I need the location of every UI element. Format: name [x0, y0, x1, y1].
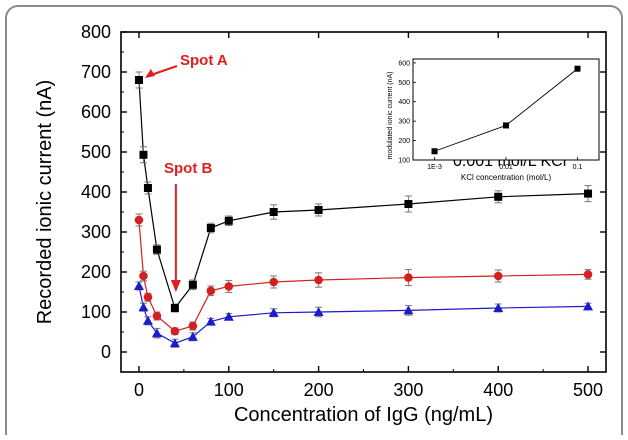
inset-y-tick-label: 400 [398, 99, 410, 106]
inset-x-tick-label: 0.1 [573, 164, 583, 171]
data-point [139, 272, 148, 281]
annotation-spot-a: Spot A [180, 52, 228, 69]
inset-data-point [503, 122, 509, 128]
data-point [207, 224, 215, 232]
data-point [404, 273, 413, 282]
data-point [584, 190, 592, 198]
data-point [494, 193, 502, 201]
data-point [171, 327, 180, 336]
data-point [314, 276, 323, 285]
inset-x-tick-label: 0.01 [499, 164, 513, 171]
data-point [270, 208, 278, 216]
annotation-arrowhead-b [171, 280, 181, 292]
inset-y-axis-label: modulated ionic current (nA) [387, 72, 394, 160]
inset-y-tick-label: 600 [398, 60, 410, 67]
series-line [139, 220, 588, 331]
x-tick-label: 400 [483, 380, 513, 400]
x-tick-label: 100 [214, 380, 244, 400]
inset-data-point [432, 148, 438, 154]
series-2 [134, 281, 593, 347]
data-point [224, 282, 233, 291]
inset-y-tick-label: 200 [398, 138, 410, 145]
y-tick-label: 800 [81, 22, 111, 42]
inset-y-tick-label: 100 [398, 158, 410, 165]
inset-x-axis-label: KCl concentration (mol/L) [461, 173, 552, 182]
data-point [584, 270, 593, 279]
data-point [207, 287, 216, 296]
data-point [144, 293, 153, 302]
inset-y-tick-label: 300 [398, 119, 410, 126]
y-axis-label: Recorded ionic current (nA) [34, 80, 56, 325]
x-tick-label: 200 [304, 380, 334, 400]
series-1 [135, 214, 593, 336]
x-axis-label: Concentration of IgG (ng/mL) [234, 404, 493, 426]
data-point [189, 281, 197, 289]
data-point [135, 76, 143, 84]
y-tick-label: 300 [81, 222, 111, 242]
inset-data-point [574, 66, 580, 72]
data-point [269, 278, 278, 287]
data-point [144, 184, 152, 192]
inset-x-tick-label: 1E-3 [427, 164, 442, 171]
data-point [153, 246, 161, 254]
x-tick-label: 500 [573, 380, 603, 400]
data-point [315, 206, 323, 214]
x-tick-label: 300 [393, 380, 423, 400]
y-tick-label: 500 [81, 142, 111, 162]
data-point [152, 328, 162, 337]
x-tick-label: 0 [134, 380, 144, 400]
data-point [171, 304, 179, 312]
y-tick-label: 0 [101, 342, 111, 362]
data-point [153, 312, 162, 321]
y-tick-label: 700 [81, 62, 111, 82]
y-tick-label: 400 [81, 182, 111, 202]
series-line [139, 286, 588, 343]
annotation-arrowhead-a [145, 69, 155, 78]
inset-y-tick-label: 500 [398, 80, 410, 87]
data-point [404, 200, 412, 208]
data-point [135, 216, 144, 225]
y-tick-label: 100 [81, 302, 111, 322]
data-point [225, 217, 233, 225]
data-point [189, 322, 198, 331]
data-point [139, 151, 147, 159]
annotation-spot-b: Spot B [164, 160, 212, 177]
y-tick-label: 200 [81, 262, 111, 282]
data-point [494, 272, 503, 281]
y-tick-label: 600 [81, 102, 111, 122]
